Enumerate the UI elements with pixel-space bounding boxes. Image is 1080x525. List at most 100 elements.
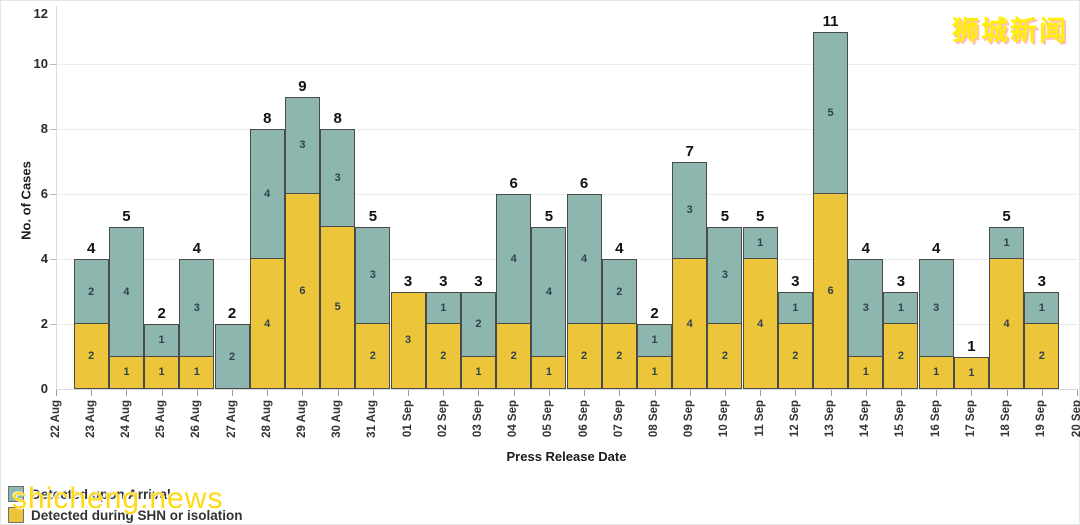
bar-segment-shn: 1 — [918, 355, 954, 389]
bar: 5 6 11 — [813, 13, 849, 389]
bar-segment-shn: 1 — [144, 355, 180, 389]
bar: 1 1 2 — [637, 305, 673, 389]
x-axis-tick — [795, 390, 797, 396]
bar-segment-shn: 2 — [601, 323, 637, 389]
bar-segment-shn: 3 — [390, 291, 426, 389]
bar-segment-shn: 2 — [425, 323, 461, 389]
bar-segment-label: 4 — [686, 317, 693, 330]
x-axis-tick-label: 04 Sep — [507, 400, 520, 438]
y-axis-tick — [50, 259, 56, 260]
bar-segment-label: 1 — [475, 366, 482, 379]
bar-total-label: 5 — [368, 207, 378, 225]
bar-segment-arrival: 1 — [742, 226, 778, 259]
x-axis-tick — [372, 390, 374, 396]
bar-segment-arrival: 3 — [355, 226, 391, 324]
bar-segment-shn: 2 — [73, 323, 109, 389]
bar-segment-arrival: 2 — [214, 324, 250, 389]
bar-segment-label: 2 — [721, 350, 728, 362]
bar-total-label: 5 — [1002, 207, 1011, 225]
x-axis-tick-label: 29 Aug — [295, 400, 308, 438]
bar-segment-arrival: 3 — [179, 259, 215, 357]
bar-segment-label: 2 — [440, 350, 447, 362]
bar-segment-shn: 2 — [777, 323, 813, 389]
bar: 2 2 4 — [73, 240, 109, 389]
bar-segment-label: 2 — [897, 350, 905, 362]
bar-segment-shn: 2 — [496, 323, 532, 389]
bar-segment-label: 4 — [510, 253, 517, 265]
bar-segment-label: 1 — [440, 301, 447, 314]
y-axis-tick-label: 4 — [40, 251, 48, 266]
x-axis-tick-label: 18 Sep — [1000, 400, 1013, 438]
bar-segment-arrival: 1 — [144, 324, 180, 357]
x-axis-tick-label: 05 Sep — [542, 400, 555, 438]
bar-segment-arrival: 4 — [531, 226, 567, 357]
bar-segment-label: 5 — [334, 301, 341, 314]
bar-segment-label: 2 — [228, 350, 236, 363]
x-axis-tick — [1041, 390, 1043, 396]
bar-segment-arrival: 3 — [707, 226, 743, 324]
bar: 2 1 3 — [460, 273, 496, 389]
bar-segment-label: 1 — [757, 236, 764, 249]
bar-total-label: 6 — [509, 175, 518, 192]
bar-segment-arrival: 2 — [73, 259, 109, 324]
bar-total-label: 8 — [333, 110, 342, 127]
bar-segment-arrival: 1 — [1024, 291, 1060, 324]
bar-segment-label: 4 — [581, 253, 588, 265]
bar-total-label: 4 — [861, 240, 870, 257]
x-axis-tick-label: 03 Sep — [471, 400, 484, 438]
x-axis-tick-label: 13 Sep — [824, 400, 837, 438]
bar-segment-label: 2 — [88, 350, 95, 362]
bar-segment-arrival: 1 — [637, 324, 673, 357]
y-axis-tick — [50, 129, 56, 130]
y-axis-title: No. of Cases — [18, 161, 34, 240]
bar-total-label: 11 — [822, 12, 839, 30]
bar-segment-label: 1 — [651, 334, 658, 347]
bar-segment-label: 4 — [264, 317, 271, 330]
bar: 1 2 3 — [777, 273, 813, 389]
bar-total-label: 1 — [967, 337, 976, 355]
bar-segment-label: 3 — [721, 269, 728, 282]
bar: 3 2 5 — [707, 208, 743, 389]
y-axis-tick-label: 0 — [40, 381, 48, 396]
bar: 4 1 5 — [531, 208, 567, 389]
bar-segment-shn: 4 — [742, 258, 778, 389]
bar-segment-shn: 2 — [707, 323, 743, 389]
x-axis-tick — [56, 390, 57, 396]
bar: 1 2 3 — [425, 273, 461, 389]
bar-segment-shn: 1 — [953, 356, 989, 389]
bar-segment-arrival: 1 — [425, 291, 461, 324]
bar-segment-label: 3 — [334, 171, 341, 184]
x-axis-tick — [91, 390, 93, 396]
bar-segment-shn: 2 — [1024, 323, 1060, 389]
bar-segment-shn: 1 — [531, 355, 567, 389]
legend-item-label: Detected upon Arrival — [31, 486, 171, 502]
x-axis-tick — [232, 390, 234, 396]
x-axis-tick — [478, 390, 480, 396]
x-axis-tick — [971, 390, 973, 396]
bar-segment-label: 3 — [299, 139, 306, 152]
bar-segment-label: 1 — [897, 301, 905, 314]
x-axis-tick-label: 24 Aug — [119, 400, 132, 438]
bar-total-label: 7 — [685, 142, 694, 160]
y-axis-tick-label: 6 — [40, 186, 48, 201]
bar-total-label: 6 — [579, 175, 589, 192]
bar-segment-label: 1 — [193, 366, 200, 379]
legend-item-shn: Detected during SHN or isolation — [8, 507, 243, 523]
x-axis-tick-label: 20 Sep — [1070, 400, 1080, 438]
bar-segment-label: 1 — [158, 334, 165, 347]
x-axis-tick-label: 10 Sep — [718, 400, 731, 438]
bar: 3 5 8 — [320, 110, 356, 389]
bar-segment-shn: 1 — [179, 355, 215, 389]
x-axis-tick-label: 11 Sep — [753, 400, 766, 437]
bar-segment-label: 1 — [123, 366, 130, 379]
bar: 4 2 6 — [566, 175, 602, 389]
bar-segment-label: 4 — [1003, 317, 1010, 330]
bar-segment-label: 3 — [193, 301, 200, 314]
x-axis-tick — [161, 390, 163, 396]
bar-segment-label: 4 — [123, 285, 130, 298]
bar-segment-arrival: 4 — [108, 226, 144, 357]
x-axis-tick-label: 17 Sep — [964, 400, 977, 438]
bar-segment-label: 1 — [545, 366, 552, 379]
